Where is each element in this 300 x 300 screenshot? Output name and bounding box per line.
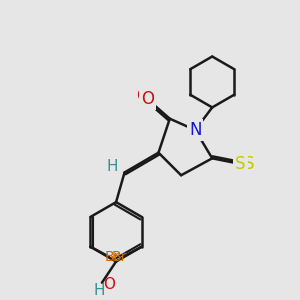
Text: O: O (103, 277, 115, 292)
Text: H: H (93, 283, 105, 298)
Text: S: S (244, 155, 254, 173)
Text: S: S (235, 155, 246, 173)
Text: O: O (141, 90, 154, 108)
Text: N: N (189, 121, 202, 139)
Text: Br: Br (105, 250, 120, 264)
Text: O: O (136, 86, 149, 104)
Text: H: H (107, 159, 118, 174)
Text: Br: Br (112, 250, 127, 264)
Text: N: N (190, 121, 203, 139)
